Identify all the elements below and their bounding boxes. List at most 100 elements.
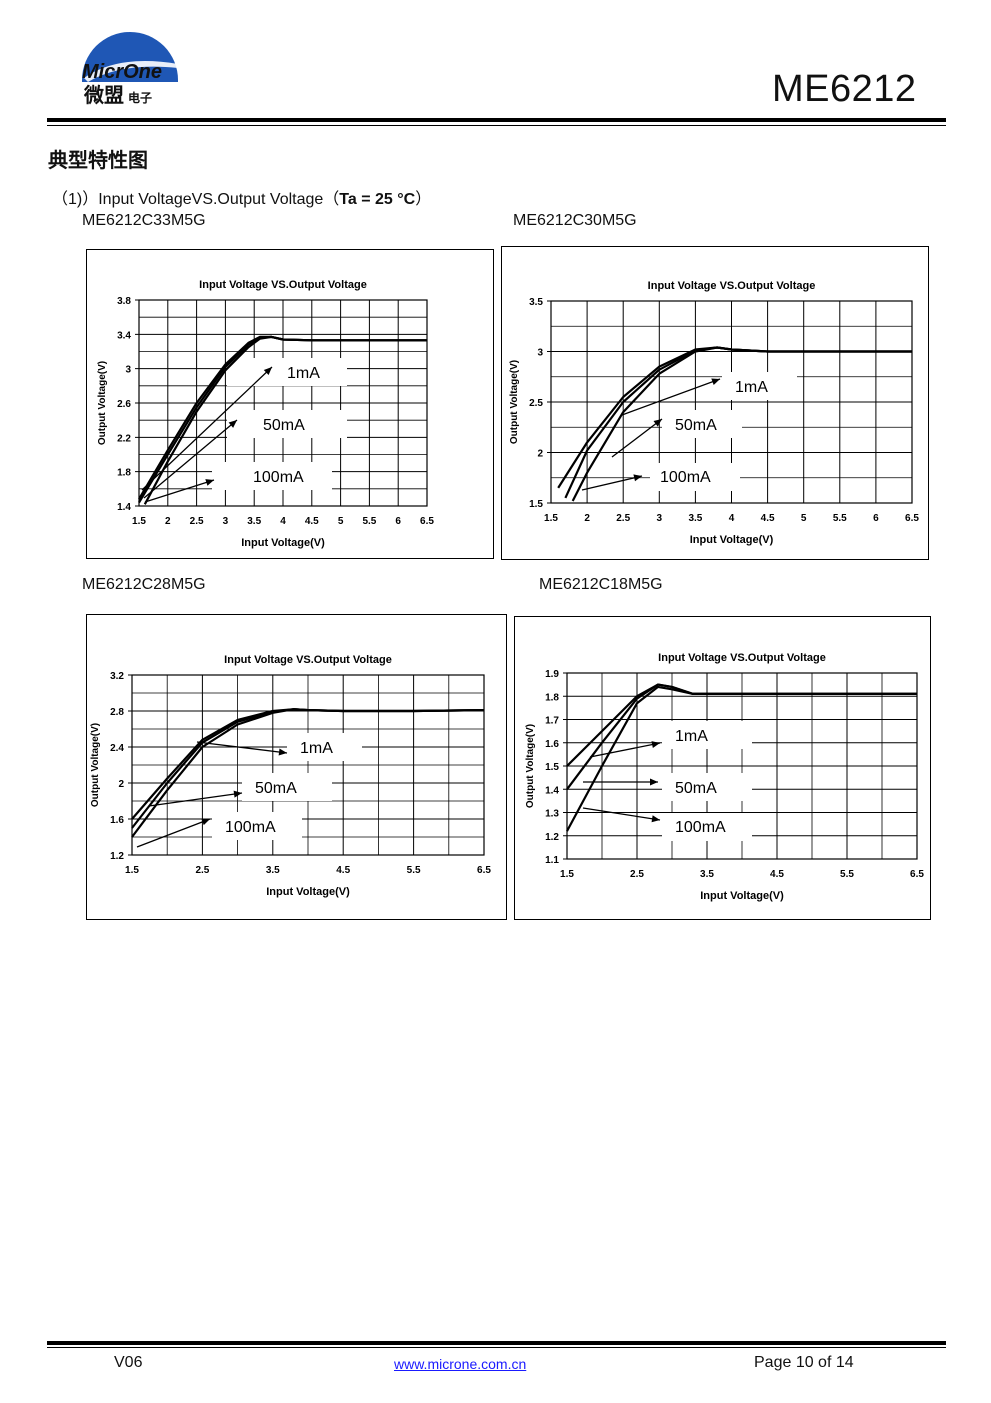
annotation-label-100ma: 100mA xyxy=(675,819,726,836)
x-tick-label: 2 xyxy=(584,513,590,524)
y-axis-label: Output Voltage(V) xyxy=(97,361,108,445)
x-tick-label: 1.5 xyxy=(560,869,574,880)
y-tick-label: 1.5 xyxy=(545,762,559,773)
annotation-label-50ma: 50mA xyxy=(675,780,717,797)
x-tick-label: 6.5 xyxy=(905,513,919,524)
y-tick-label: 2.6 xyxy=(117,399,131,410)
y-tick-label: 1.8 xyxy=(117,468,131,479)
x-tick-label: 2 xyxy=(165,516,171,527)
annotation-arrow-50ma-head xyxy=(233,790,242,798)
y-tick-label: 3 xyxy=(125,365,131,376)
y-tick-label: 2.5 xyxy=(529,398,543,409)
y-tick-label: 1.3 xyxy=(545,809,559,820)
annotation-label-1ma: 1mA xyxy=(675,728,708,745)
y-tick-label: 1.4 xyxy=(117,502,131,513)
y-tick-label: 2.2 xyxy=(117,433,131,444)
chart-title: Input Voltage VS.Output Voltage xyxy=(648,280,816,292)
chart-me6212c30m5g: Input Voltage VS.Output Voltage 1.5 2 2.5 3 3… xyxy=(509,280,919,546)
annotation-label-1ma: 1mA xyxy=(287,365,320,382)
logo-text-cn: 微盟 xyxy=(83,83,124,107)
x-tick-label: 5.5 xyxy=(840,869,854,880)
annotation-arrow-50ma-shaft xyxy=(611,418,663,458)
annotation-arrow-50ma-head xyxy=(228,420,237,428)
annotation-arrow-1ma-shaft xyxy=(141,366,273,491)
annotation-box xyxy=(287,733,362,761)
x-tick-label: 3 xyxy=(657,513,663,524)
y-tick-label: 1.7 xyxy=(545,716,559,727)
footer-rule-thin xyxy=(47,1347,946,1348)
annotation-arrow-100ma-shaft xyxy=(581,475,643,491)
x-axis-label: Input Voltage(V) xyxy=(690,534,774,546)
plot-frame xyxy=(138,299,428,507)
x-tick-label: 3.5 xyxy=(700,869,714,880)
logo-text-cn-small: 电子 xyxy=(128,90,152,105)
series-line-100ma xyxy=(571,346,912,502)
series-line-100ma xyxy=(143,335,427,505)
x-tick-label: 5.5 xyxy=(833,513,847,524)
annotation-box xyxy=(662,813,752,841)
annotation-box xyxy=(227,410,347,438)
header-rule-thin xyxy=(47,125,946,126)
series-line-100ma xyxy=(566,685,917,832)
annotation-label-50ma: 50mA xyxy=(255,780,297,797)
chart-box-2: Input Voltage VS.Output Voltage 1.5 2 2.5 3 3… xyxy=(501,246,929,560)
footer-website-link[interactable]: www.microne.com.cn xyxy=(394,1356,527,1372)
y-tick-label: 2 xyxy=(118,779,124,790)
x-tick-label: 4.5 xyxy=(336,865,350,876)
company-logo: MicrOne 微盟 电子 xyxy=(78,22,188,112)
chart-box-4: Input Voltage VS.Output Voltage 1.5 2.5 3.5… xyxy=(514,616,931,920)
subtitle-suffix: ） xyxy=(415,191,432,208)
annotation-arrow-1ma-head xyxy=(263,367,272,376)
y-tick-label: 2.8 xyxy=(110,707,124,718)
x-tick-label: 6.5 xyxy=(910,869,924,880)
x-axis-label: Input Voltage(V) xyxy=(241,537,325,549)
chart-me6212c28m5g: Input Voltage VS.Output Voltage 1.5 2.5 3.5… xyxy=(90,654,491,898)
x-tick-label: 4.5 xyxy=(761,513,775,524)
x-tick-label: 2.5 xyxy=(195,865,209,876)
footer-version: V06 xyxy=(114,1354,143,1371)
x-tick-label: 1.5 xyxy=(125,865,139,876)
y-tick-label: 1.2 xyxy=(545,832,559,843)
x-tick-label: 1.5 xyxy=(132,516,146,527)
annotation-arrow-100ma-shaft xyxy=(582,807,661,821)
x-tick-label: 3.5 xyxy=(247,516,261,527)
annotation-arrow-1ma-head xyxy=(651,741,660,749)
x-tick-label: 1.5 xyxy=(544,513,558,524)
annotation-arrow-100ma-head xyxy=(205,479,214,486)
x-tick-label: 6.5 xyxy=(420,516,434,527)
y-tick-label: 3.4 xyxy=(117,330,131,341)
annotation-arrow-50ma-shaft xyxy=(143,419,238,499)
subtitle: （1)）Input VoltageVS.Output Voltage（Ta = … xyxy=(52,185,431,209)
x-tick-label: 5.5 xyxy=(362,516,376,527)
x-tick-label: 4 xyxy=(280,516,286,527)
y-tick-label: 3.5 xyxy=(529,297,543,308)
x-tick-label: 6 xyxy=(873,513,879,524)
annotation-arrow-100ma-shaft xyxy=(144,479,215,503)
x-tick-label: 2.5 xyxy=(190,516,204,527)
x-tick-label: 2.5 xyxy=(630,869,644,880)
subtitle-prefix: （1)）Input VoltageVS.Output Voltage（ xyxy=(52,191,340,208)
annotation-label-50ma: 50mA xyxy=(675,417,717,434)
part-label-1: ME6212C33M5G xyxy=(82,212,206,229)
annotation-box xyxy=(650,463,740,491)
x-tick-label: 4.5 xyxy=(305,516,319,527)
annotation-label-100ma: 100mA xyxy=(225,819,276,836)
subtitle-condition: Ta = 25 °C xyxy=(339,191,416,208)
annotation-box xyxy=(227,358,347,386)
header-rule xyxy=(47,118,946,122)
annotation-box xyxy=(722,372,797,400)
annotation-box xyxy=(242,773,332,801)
x-tick-label: 3 xyxy=(223,516,229,527)
annotation-arrow-50ma-head xyxy=(650,778,658,786)
chart-box-1: Input Voltage VS.Output Voltage 1.5 2 2.5 3 3… xyxy=(86,249,494,559)
annotation-box xyxy=(662,773,752,801)
annotation-label-1ma: 1mA xyxy=(300,740,333,757)
y-tick-label: 1.6 xyxy=(110,815,124,826)
x-axis-label: Input Voltage(V) xyxy=(700,890,784,902)
x-tick-label: 5 xyxy=(801,513,807,524)
chart-me6212c33m5g: Input Voltage VS.Output Voltage 1.5 2 2.5 3 3… xyxy=(97,279,434,549)
y-axis-label: Output Voltage(V) xyxy=(509,360,520,444)
annotation-arrow-1ma-shaft xyxy=(621,378,721,416)
y-tick-label: 1.8 xyxy=(545,692,559,703)
annotation-box xyxy=(662,410,742,438)
